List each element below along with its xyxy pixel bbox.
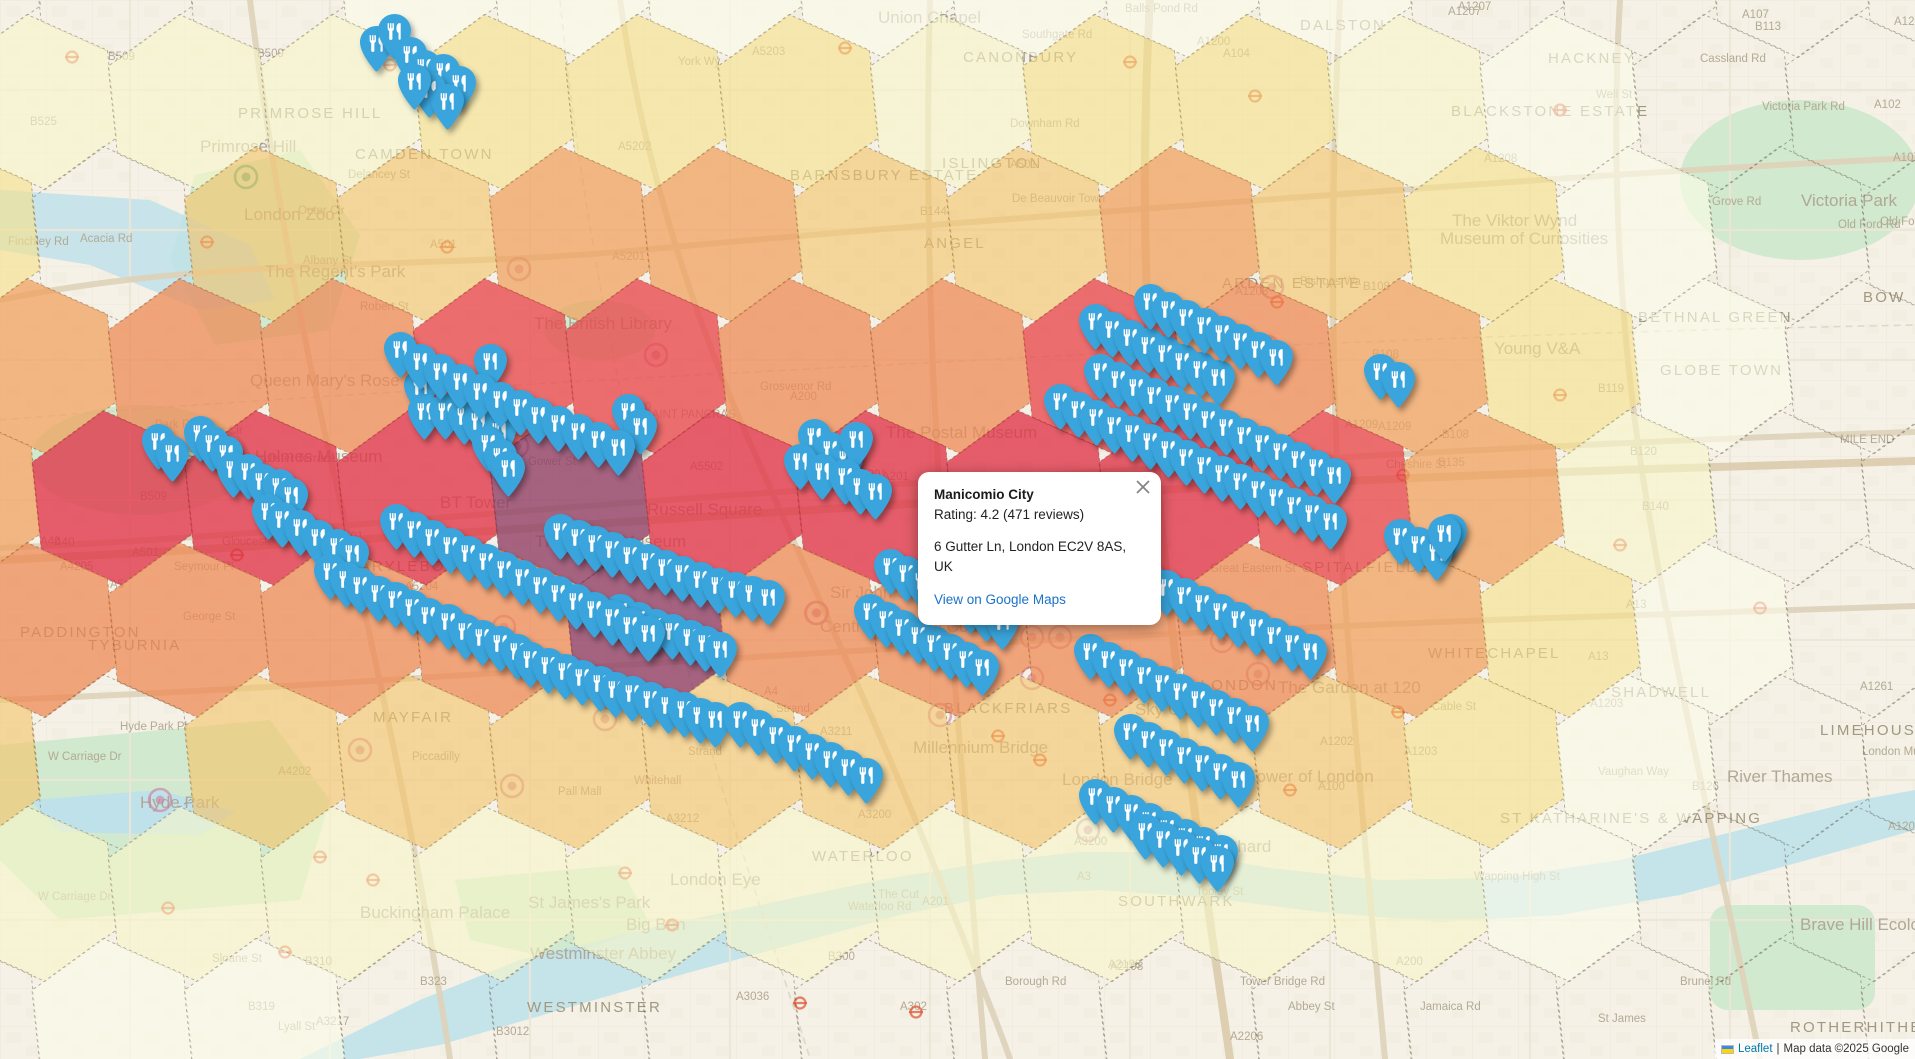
view-on-google-maps-link[interactable]: View on Google Maps [934,592,1066,608]
map-label: A3036 [736,991,769,1003]
map-label: Acacia Rd [80,233,132,245]
map-label: Victoria Park [1801,191,1898,210]
map-label: A102 [1874,99,1901,111]
map-label: MILE END [1840,434,1894,446]
restaurant-marker[interactable] [1260,340,1293,386]
map-label: Abbey St [1288,1001,1335,1013]
tube-station-icon-bar [793,1001,807,1005]
restaurant-marker[interactable] [492,451,525,497]
restaurant-marker[interactable] [806,454,839,500]
restaurant-marker[interactable] [1236,706,1269,752]
map-label: St James [1598,1013,1646,1025]
map-label: A12 [1894,16,1914,28]
leaflet-link[interactable]: Leaflet [1737,1043,1773,1055]
map-label: Brave Hill Ecological Park - TCV [1800,915,1915,934]
restaurant-marker[interactable] [859,474,892,520]
map-label: Victoria Park Rd [1762,101,1845,113]
map-label: A1207 [1458,1,1491,13]
map-label: London Mu [1862,746,1915,758]
restaurant-marker[interactable] [602,430,635,476]
attribution-map-data: Map data ©2025 Google [1783,1043,1909,1055]
restaurant-marker[interactable] [156,436,189,482]
map-label: River Thames [1727,767,1833,786]
map-label: Jamaica Rd [1420,1001,1481,1013]
restaurant-marker[interactable] [699,702,732,748]
map-label: A107 [1893,152,1915,164]
map-label: W Carriage Dr [48,751,122,763]
restaurant-marker[interactable] [1294,634,1327,680]
map-label: LIMEHOUSE [1820,722,1915,739]
map-label: BOW [1863,289,1905,306]
map-label: A107 [1742,9,1769,21]
restaurant-marker[interactable] [966,650,999,696]
popup-title: Manicomio City [934,487,1034,502]
map-label: Grove Rd [1712,196,1761,208]
map-label: Old Ford Rd [1838,219,1901,231]
restaurant-marker[interactable] [1318,458,1351,504]
restaurant-marker[interactable] [840,422,873,468]
map-label: B113 [1755,21,1781,33]
restaurant-marker[interactable] [1201,846,1234,892]
attribution-separator: | [1776,1043,1780,1055]
map-label: Hyde Park Pl [120,721,187,733]
restaurant-marker[interactable] [431,84,464,130]
map-label: A1261 [1860,681,1893,693]
map-label: Cassland Rd [1700,53,1766,65]
map-label: WESTMINSTER [527,999,662,1016]
restaurant-marker[interactable] [850,758,883,804]
poi-icon-dot [155,795,165,805]
restaurant-marker[interactable] [398,64,431,110]
restaurant-marker[interactable] [1428,516,1461,562]
restaurant-marker[interactable] [1314,504,1347,550]
restaurant-marker[interactable] [752,580,785,626]
map-attribution: Leaflet | Map data ©2025 Google [1714,1039,1915,1059]
restaurant-marker[interactable] [704,632,737,678]
map-popup[interactable]: Manicomio City Rating: 4.2 (471 reviews)… [918,472,1161,625]
restaurant-marker[interactable] [1382,362,1415,408]
restaurant-marker[interactable] [1222,762,1255,808]
popup-rating: Rating: 4.2 (471 reviews) [934,506,1085,522]
restaurant-marker[interactable] [632,616,665,662]
map-label: B3012 [496,1026,529,1038]
map-label: ROTHERHITHE [1790,1019,1915,1036]
restaurant-marker[interactable] [1202,360,1235,406]
map-label: A1206 [1888,821,1915,833]
close-icon[interactable] [1134,478,1152,496]
map-label: A2206 [1230,1031,1263,1043]
map-label: Old Ford Rd [1880,216,1915,228]
tube-station-icon-bar [909,1010,923,1014]
map-label: Brunel Rd [1680,976,1731,988]
ukraine-flag-icon [1720,1044,1734,1054]
popup-address: 6 Gutter Ln, London EC2V 8AS, UK [934,539,1127,574]
